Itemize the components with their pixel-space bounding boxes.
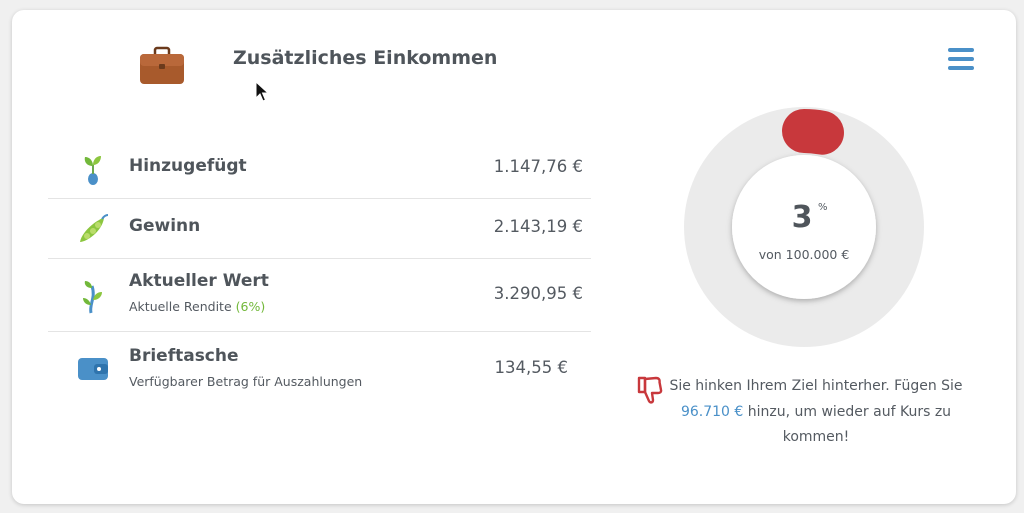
mouse-cursor-icon — [255, 81, 269, 102]
list-item-brieftasche: Brieftasche Verfügbarer Betrag für Ausza… — [48, 332, 591, 404]
income-card: Zusätzliches Einkommen Hinzugefügt 1.147… — [12, 10, 1016, 504]
return-label: Aktuelle Rendite — [129, 299, 232, 314]
progress-percent: 3 — [791, 200, 813, 235]
progress-arc — [782, 109, 844, 155]
sprout-icon — [84, 156, 101, 185]
warning-text-after: hinzu, um wieder auf Kurs zu kommen! — [743, 403, 952, 446]
growing-plant-icon — [83, 281, 102, 314]
return-percent: (6%) — [235, 299, 266, 314]
pea-pod-icon — [80, 214, 109, 242]
item-subtitle: Verfügbarer Betrag für Auszahlungen — [129, 374, 363, 389]
wallet-icon — [78, 358, 108, 380]
thumbs-down-icon — [637, 376, 663, 404]
warning-amount: 96.710 € — [680, 403, 744, 420]
hamburger-menu-icon[interactable] — [948, 48, 974, 72]
list-item-hinzugefuegt: Hinzugefügt 1.147,76 € — [48, 140, 591, 199]
list-item-aktueller-wert: Aktueller Wert Aktuelle Rendite (6%) 3.2… — [48, 259, 591, 332]
goal-progress-ring — [684, 107, 924, 347]
progress-goal: von 100.000 € — [758, 247, 850, 262]
item-label: Hinzugefügt — [129, 156, 247, 176]
page-title: Zusätzliches Einkommen — [233, 47, 498, 69]
item-value: 1.147,76 € — [493, 157, 583, 176]
item-value: 134,55 € — [494, 358, 568, 377]
item-label: Brieftasche — [129, 346, 239, 366]
list-item-gewinn: Gewinn 2.143,19 € — [48, 199, 591, 259]
item-label: Gewinn — [129, 216, 201, 236]
item-value: 3.290,95 € — [493, 284, 583, 303]
progress-percent-sign: % — [818, 202, 828, 213]
briefcase-icon — [140, 46, 184, 84]
item-value: 2.143,19 € — [493, 217, 583, 236]
item-label: Aktueller Wert — [129, 271, 269, 291]
summary-list: Hinzugefügt 1.147,76 € Gewinn 2.143,19 €… — [48, 140, 591, 404]
item-subtitle: Aktuelle Rendite (6%) — [129, 299, 265, 314]
progress-center — [732, 155, 876, 299]
goal-warning-text: Sie hinken Ihrem Ziel hinterher. Fügen S… — [666, 374, 966, 451]
warning-text-before: Sie hinken Ihrem Ziel hinterher. Fügen S… — [669, 378, 963, 394]
